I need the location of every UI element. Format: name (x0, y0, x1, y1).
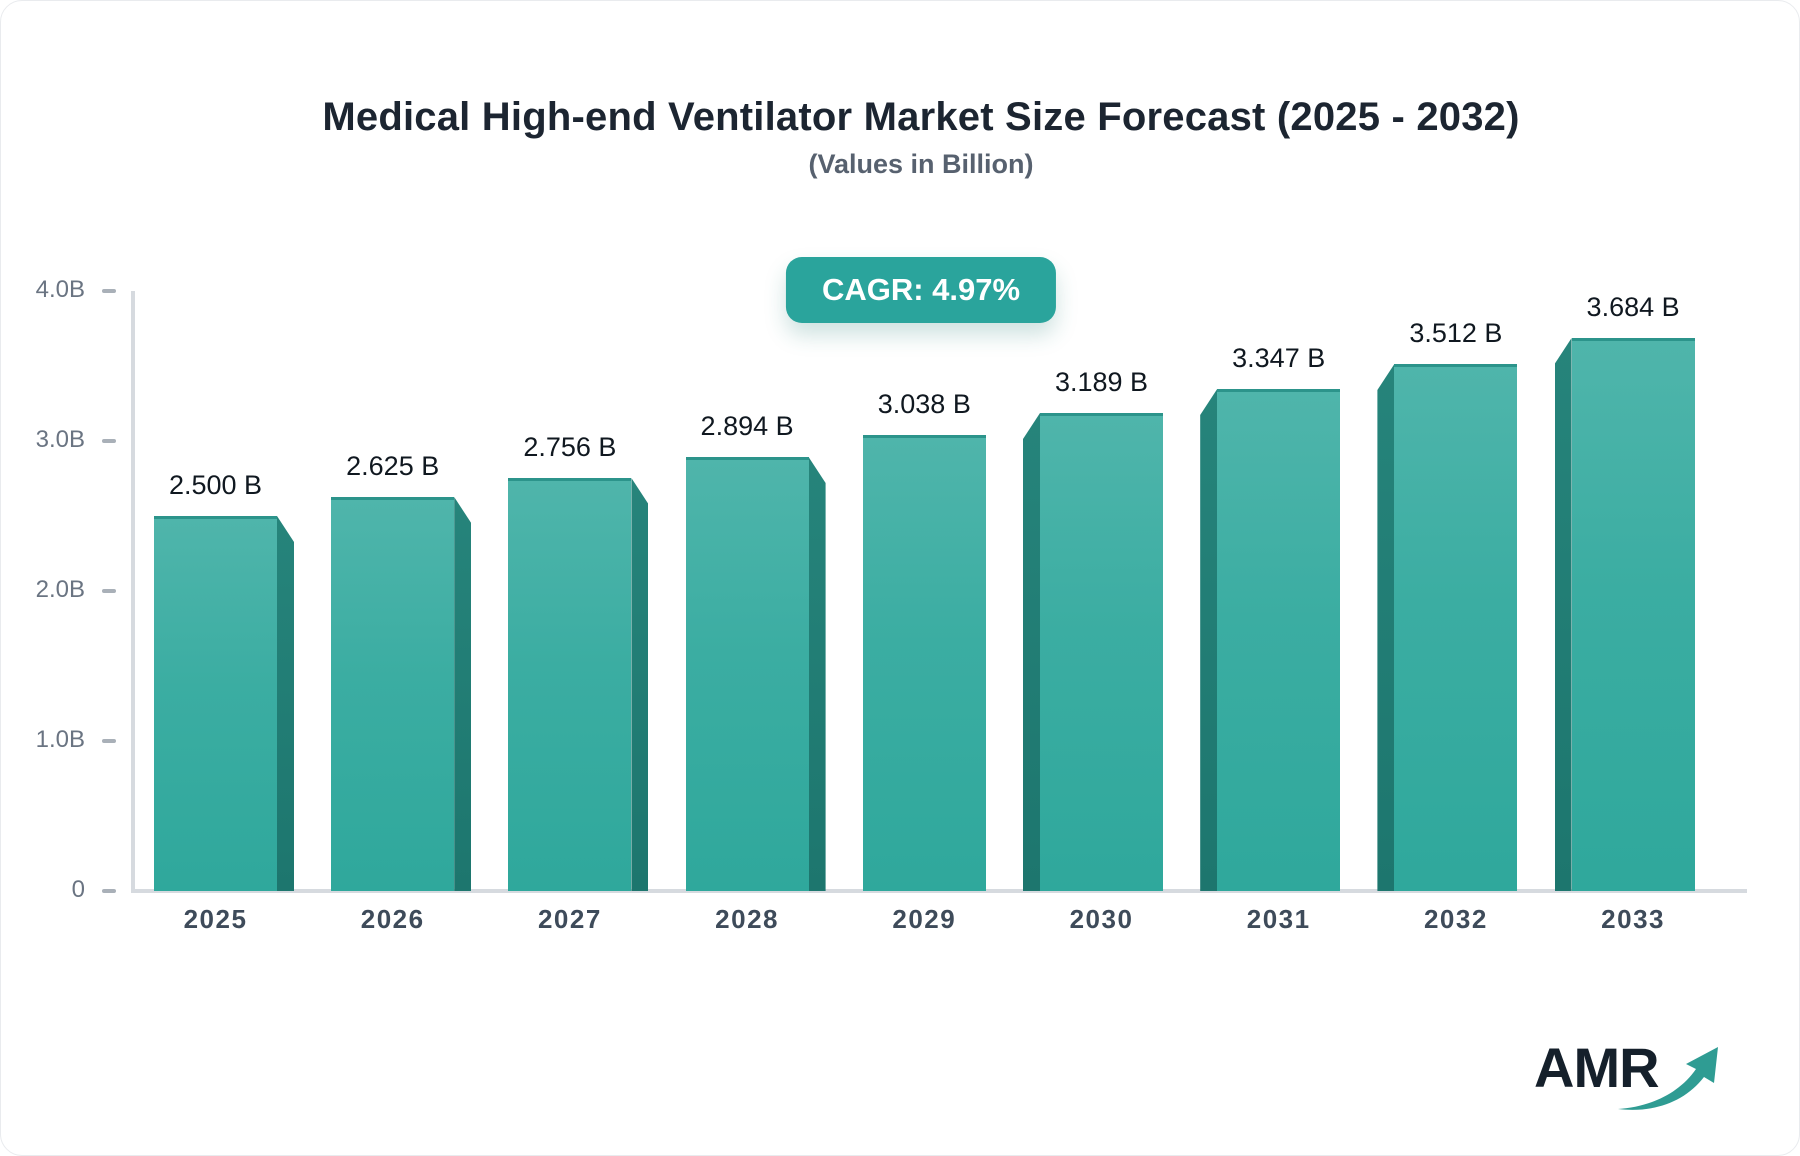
y-axis-tick-label: 4.0B (35, 276, 85, 303)
x-axis-category-label: 2033 (1601, 904, 1666, 934)
x-axis-category-label: 2032 (1423, 904, 1488, 934)
bar-value-label: 2.894 B (700, 411, 794, 441)
bar (1571, 338, 1695, 891)
cagr-badge: CAGR: 4.97% (785, 257, 1057, 323)
x-axis-category-label: 2027 (537, 904, 602, 934)
bar (154, 516, 277, 891)
bar-value-label: 2.756 B (523, 432, 617, 462)
y-axis-tick-mark (102, 289, 116, 293)
x-axis-category-label: 2028 (715, 904, 780, 934)
x-axis-category-label: 2026 (360, 904, 425, 934)
bar (1040, 413, 1163, 891)
y-axis-line (131, 291, 135, 891)
y-axis-tick-mark (102, 889, 116, 893)
bar (685, 457, 809, 891)
y-axis-tick-mark (102, 439, 116, 443)
y-axis-tick-label: 0 (71, 876, 85, 903)
bar-3d-side (808, 457, 826, 891)
bar-3d-side (631, 478, 649, 891)
x-axis-category-label: 2025 (183, 904, 248, 934)
x-axis-line (131, 889, 1747, 893)
bar-3d-side (1377, 364, 1395, 891)
bar-value-label: 3.347 B (1232, 343, 1326, 373)
bar-value-label: 3.189 B (1054, 367, 1149, 397)
bar-value-label: 3.684 B (1586, 292, 1680, 322)
y-axis-tick-label: 2.0B (35, 576, 85, 603)
bar-value-label: 3.512 B (1409, 318, 1503, 348)
bar-value-label: 3.038 B (877, 389, 971, 419)
chart-title: Medical High-end Ventilator Market Size … (322, 95, 1520, 139)
y-axis-tick-label: 3.0B (35, 426, 85, 453)
amr-logo-text: AMR (1534, 1036, 1660, 1099)
bar (331, 497, 455, 891)
bar (1394, 364, 1518, 891)
x-axis-category-label: 2030 (1069, 904, 1134, 934)
chart-subtitle: (Values in Billion) (808, 149, 1034, 179)
bar-3d-side (454, 497, 472, 891)
y-axis-tick-mark (102, 739, 116, 743)
bar (1217, 389, 1341, 891)
bar-3d-side (277, 516, 294, 891)
bar-3d-side (1554, 338, 1572, 891)
bar (862, 435, 986, 891)
bar-3d-side (1023, 413, 1040, 891)
y-axis-tick-mark (102, 589, 116, 593)
bar-value-label: 2.500 B (168, 470, 263, 500)
x-axis-category-label: 2031 (1246, 904, 1311, 934)
bar-3d-side (1200, 389, 1218, 891)
y-axis-tick-label: 1.0B (35, 726, 85, 753)
bar-value-label: 2.625 B (346, 451, 440, 481)
x-axis-category-label: 2029 (892, 904, 957, 934)
bar (508, 478, 632, 891)
amr-logo: AMR (1534, 1035, 1734, 1115)
logo-growth-arrow-icon (1618, 1047, 1718, 1110)
